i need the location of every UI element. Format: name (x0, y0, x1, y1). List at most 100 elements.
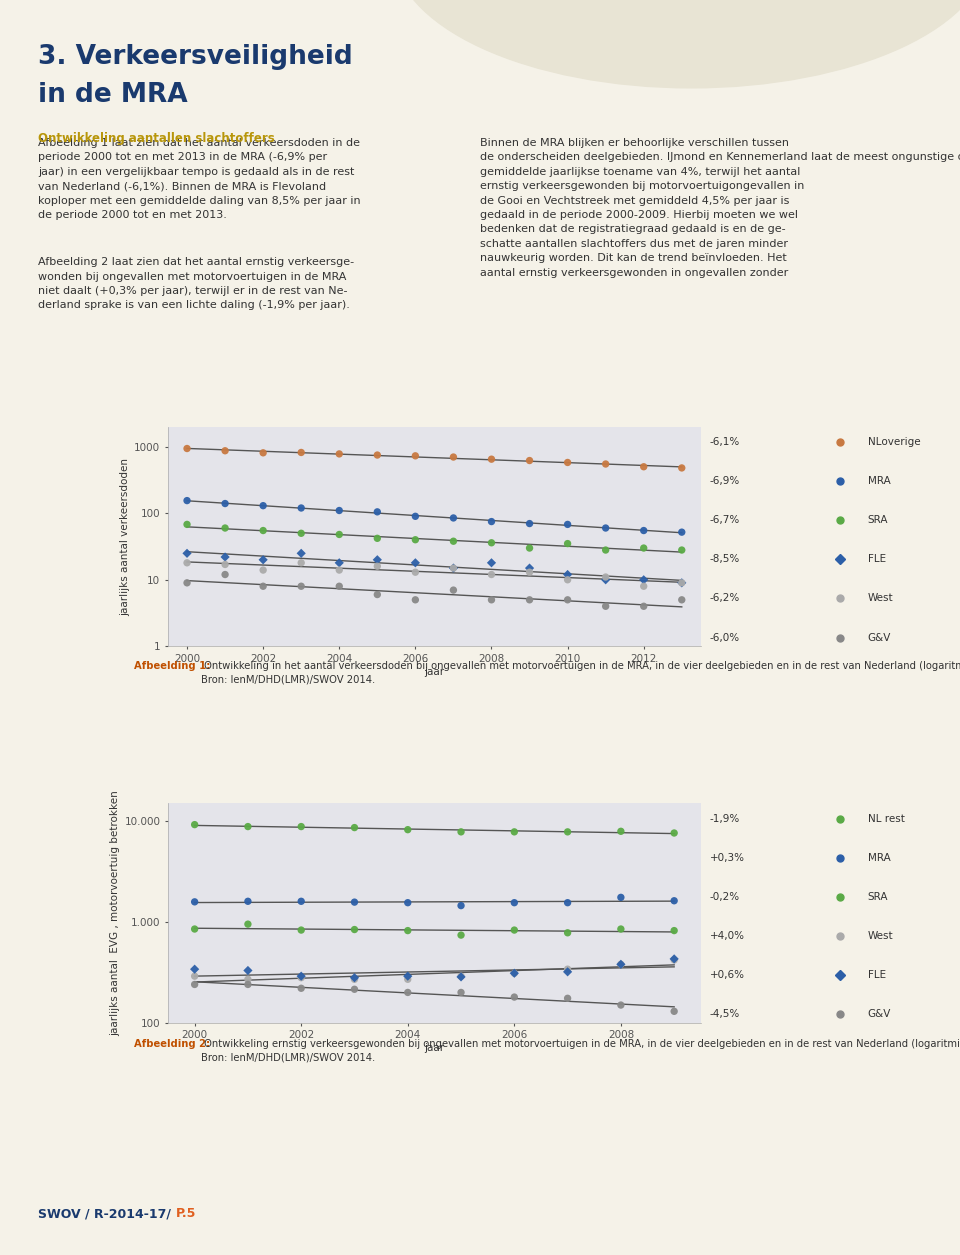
Ellipse shape (394, 0, 960, 88)
Point (560, 922, 575, 943)
Text: NLoverige: NLoverige (868, 437, 921, 447)
Point (370, 446, 385, 466)
Text: +0,6%: +0,6% (710, 970, 745, 980)
Point (445, 558, 461, 579)
Point (408, 590, 423, 610)
Text: NL rest: NL rest (868, 813, 904, 823)
Point (560, 961, 575, 981)
Point (636, 596, 652, 616)
Text: FLE: FLE (868, 555, 886, 565)
Point (666, 949, 682, 969)
Text: West: West (868, 931, 893, 941)
Point (598, 596, 613, 616)
Point (674, 458, 689, 478)
Point (453, 896, 468, 916)
Point (400, 966, 416, 986)
Point (598, 567, 613, 587)
Text: SWOV / R-2014-17/: SWOV / R-2014-17/ (38, 1207, 176, 1220)
Point (347, 817, 362, 837)
Point (522, 513, 538, 533)
Point (598, 540, 613, 560)
Point (400, 983, 416, 1003)
Point (180, 552, 195, 572)
Text: G&V: G&V (868, 1009, 891, 1019)
Text: Afbeelding 2 laat zien dat het aantal ernstig verkeersge-
wonden bij ongevallen : Afbeelding 2 laat zien dat het aantal er… (38, 257, 354, 310)
Point (560, 570, 575, 590)
Point (255, 550, 271, 570)
Point (636, 576, 652, 596)
Point (294, 443, 309, 463)
Point (187, 814, 203, 835)
Point (370, 528, 385, 548)
Point (522, 558, 538, 579)
Point (560, 590, 575, 610)
Point (217, 555, 232, 575)
Point (180, 438, 195, 458)
Point (187, 974, 203, 994)
Point (294, 966, 309, 986)
Text: 3. Verkeersveiligheid: 3. Verkeersveiligheid (38, 44, 353, 70)
Y-axis label: jaarlijks aantal verkeersdoden: jaarlijks aantal verkeersdoden (120, 458, 130, 615)
Point (674, 590, 689, 610)
Point (445, 447, 461, 467)
Point (484, 512, 499, 532)
Text: MRA: MRA (868, 852, 890, 862)
Point (217, 547, 232, 567)
Point (187, 919, 203, 939)
Point (294, 817, 309, 837)
Point (240, 817, 255, 837)
Point (484, 552, 499, 572)
Point (217, 441, 232, 461)
Point (507, 920, 522, 940)
Point (408, 562, 423, 582)
Text: -6,2%: -6,2% (710, 594, 740, 604)
Text: -1,9%: -1,9% (710, 813, 740, 823)
Text: Ontwikkeling aantallen slachtoffers: Ontwikkeling aantallen slachtoffers (38, 132, 276, 144)
Point (613, 995, 629, 1015)
Point (240, 891, 255, 911)
Point (331, 444, 347, 464)
Text: Afbeelding 1:: Afbeelding 1: (134, 661, 211, 671)
Point (613, 887, 629, 907)
X-axis label: jaar: jaar (424, 1043, 444, 1053)
Point (240, 974, 255, 994)
Text: Ontwikkeling ernstig verkeersgewonden bij ongevallen met motorvoertuigen in de M: Ontwikkeling ernstig verkeersgewonden bi… (201, 1039, 960, 1063)
Point (636, 521, 652, 541)
Point (666, 823, 682, 843)
Text: -6,1%: -6,1% (710, 437, 740, 447)
Point (294, 498, 309, 518)
Point (484, 565, 499, 585)
Point (255, 496, 271, 516)
Point (294, 543, 309, 563)
Point (522, 590, 538, 610)
Point (560, 533, 575, 553)
Text: +0,3%: +0,3% (710, 852, 745, 862)
Point (484, 449, 499, 469)
Point (180, 543, 195, 563)
Text: -6,9%: -6,9% (710, 476, 740, 486)
Point (598, 570, 613, 590)
Point (666, 891, 682, 911)
Point (255, 576, 271, 596)
Point (560, 988, 575, 1008)
Point (445, 508, 461, 528)
Text: -0,2%: -0,2% (710, 892, 740, 902)
Point (445, 558, 461, 579)
Text: -4,5%: -4,5% (710, 1009, 740, 1019)
Point (484, 590, 499, 610)
Text: SRA: SRA (868, 892, 888, 902)
X-axis label: jaar: jaar (424, 666, 444, 676)
Point (674, 572, 689, 592)
Point (331, 576, 347, 596)
Point (240, 969, 255, 989)
Point (240, 914, 255, 934)
Point (331, 501, 347, 521)
Point (370, 585, 385, 605)
Point (294, 978, 309, 998)
Point (217, 518, 232, 538)
Point (674, 522, 689, 542)
Y-axis label: jaarlijks aantal  EVG , motorvoertuig betrokken: jaarlijks aantal EVG , motorvoertuig bet… (110, 791, 120, 1035)
Point (522, 538, 538, 558)
Point (453, 966, 468, 986)
Point (453, 983, 468, 1003)
